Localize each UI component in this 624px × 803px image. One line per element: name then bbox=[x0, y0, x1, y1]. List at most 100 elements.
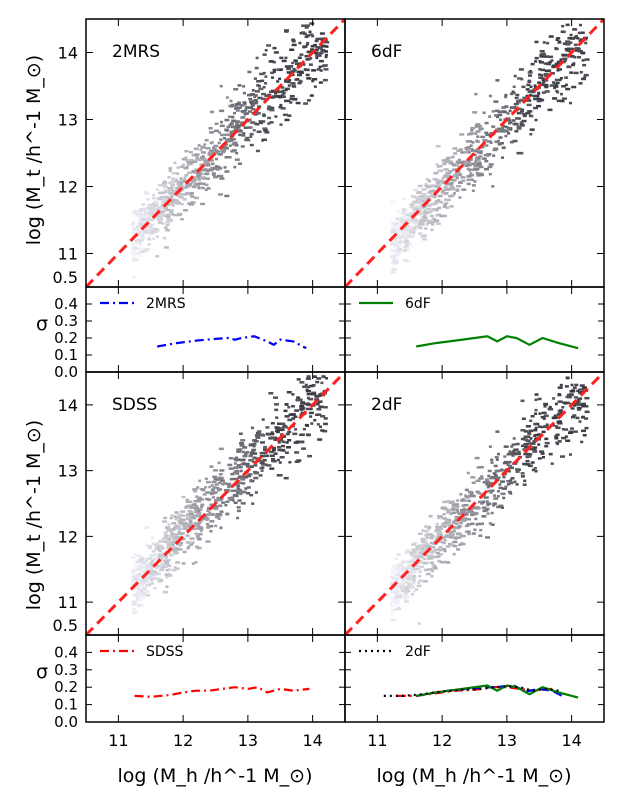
scatter-point bbox=[149, 223, 155, 227]
scatter-point bbox=[196, 523, 200, 526]
scatter-point bbox=[198, 515, 203, 518]
sigma-tick-label: 0.1 bbox=[54, 346, 78, 364]
scatter-point bbox=[434, 202, 438, 205]
scatter-point bbox=[534, 60, 538, 63]
scatter-point bbox=[139, 590, 145, 593]
scatter-point bbox=[249, 493, 254, 497]
scatter-point bbox=[559, 410, 563, 414]
scatter-point bbox=[502, 496, 506, 500]
scatter-point bbox=[209, 131, 215, 134]
scatter-point bbox=[475, 148, 479, 151]
scatter-point bbox=[244, 138, 249, 142]
scatter-point bbox=[542, 456, 545, 459]
scatter-point bbox=[149, 582, 154, 585]
scatter-point bbox=[435, 145, 441, 148]
scatter-point bbox=[443, 160, 449, 164]
scatter-point bbox=[208, 168, 214, 172]
scatter-point bbox=[406, 595, 410, 599]
scatter-point bbox=[304, 35, 309, 39]
scatter-point bbox=[548, 405, 552, 409]
scatter-point bbox=[214, 483, 219, 486]
scatter-point bbox=[135, 214, 139, 217]
scatter-point bbox=[247, 70, 252, 74]
scatter-point bbox=[233, 494, 239, 498]
scatter-point bbox=[232, 477, 238, 481]
scatter-point bbox=[395, 253, 399, 257]
scatter-point bbox=[230, 137, 233, 140]
scatter-point bbox=[213, 491, 218, 494]
scatter-point bbox=[443, 185, 448, 189]
scatter-point bbox=[557, 420, 562, 423]
scatter-point bbox=[412, 590, 416, 593]
scatter-point bbox=[143, 226, 149, 229]
scatter-point bbox=[562, 57, 568, 60]
scatter-point bbox=[529, 133, 533, 136]
scatter-point bbox=[131, 569, 136, 573]
scatter-point bbox=[554, 85, 559, 88]
scatter-point bbox=[187, 545, 191, 549]
scatter-point bbox=[442, 548, 446, 551]
scatter-point bbox=[424, 534, 428, 537]
scatter-point bbox=[303, 102, 309, 105]
scatter-point bbox=[512, 85, 516, 88]
scatter-point bbox=[133, 259, 137, 262]
scatter-point bbox=[454, 171, 458, 174]
sigma-frame bbox=[344, 286, 605, 373]
scatter-point bbox=[564, 83, 568, 87]
scatter-point bbox=[527, 464, 533, 468]
scatter-point bbox=[146, 578, 151, 581]
scatter-point bbox=[561, 436, 567, 440]
scatter-point bbox=[396, 573, 402, 577]
scatter-point bbox=[306, 77, 311, 80]
scatter-point bbox=[509, 479, 513, 482]
scatter-point bbox=[267, 116, 272, 120]
scatter-point bbox=[517, 101, 521, 104]
scatter-point bbox=[443, 192, 447, 196]
scatter-point bbox=[451, 505, 455, 508]
scatter-point bbox=[211, 172, 216, 175]
scatter-point bbox=[427, 219, 432, 223]
scatter-point bbox=[427, 545, 432, 548]
scatter-point bbox=[142, 561, 146, 564]
scatter-point bbox=[540, 415, 546, 419]
scatter-point bbox=[315, 54, 321, 57]
scatter-point bbox=[512, 122, 518, 126]
scatter-point bbox=[424, 530, 428, 533]
scatter-point bbox=[306, 424, 309, 427]
scatter-point bbox=[319, 425, 322, 428]
scatter-point bbox=[194, 507, 199, 510]
scatter-point bbox=[522, 96, 528, 100]
scatter-point bbox=[424, 197, 430, 200]
scatter-point bbox=[514, 130, 519, 133]
scatter-point bbox=[161, 538, 167, 541]
scatter-point bbox=[170, 514, 174, 517]
scatter-point bbox=[538, 412, 542, 415]
scatter-point bbox=[500, 480, 505, 483]
scatter-point bbox=[260, 441, 265, 444]
scatter-point bbox=[292, 98, 298, 101]
scatter-point bbox=[395, 256, 399, 259]
scatter-point bbox=[504, 485, 508, 488]
scatter-point bbox=[457, 161, 463, 164]
scatter-point bbox=[189, 537, 195, 540]
scatter-point bbox=[557, 40, 561, 43]
panel-title: 6dF bbox=[371, 42, 402, 62]
scatter-point bbox=[251, 108, 256, 111]
scatter-point bbox=[435, 528, 440, 531]
scatter-point bbox=[532, 94, 538, 98]
scatter-point bbox=[405, 581, 409, 584]
scatter-point bbox=[163, 246, 169, 249]
scatter-point bbox=[452, 164, 457, 167]
panel-title: SDSS bbox=[112, 395, 157, 415]
y-tick-label: 11 bbox=[58, 593, 78, 612]
scatter-point bbox=[417, 198, 421, 201]
scatter-point bbox=[133, 575, 138, 579]
scatter-point bbox=[265, 426, 270, 429]
scatter-point bbox=[424, 544, 430, 547]
scatter-point bbox=[512, 449, 516, 453]
scatter-point bbox=[145, 593, 150, 597]
scatter-point bbox=[164, 573, 169, 576]
scatter-point bbox=[458, 196, 462, 199]
scatter-point bbox=[253, 113, 258, 116]
scatter-point bbox=[416, 213, 422, 216]
